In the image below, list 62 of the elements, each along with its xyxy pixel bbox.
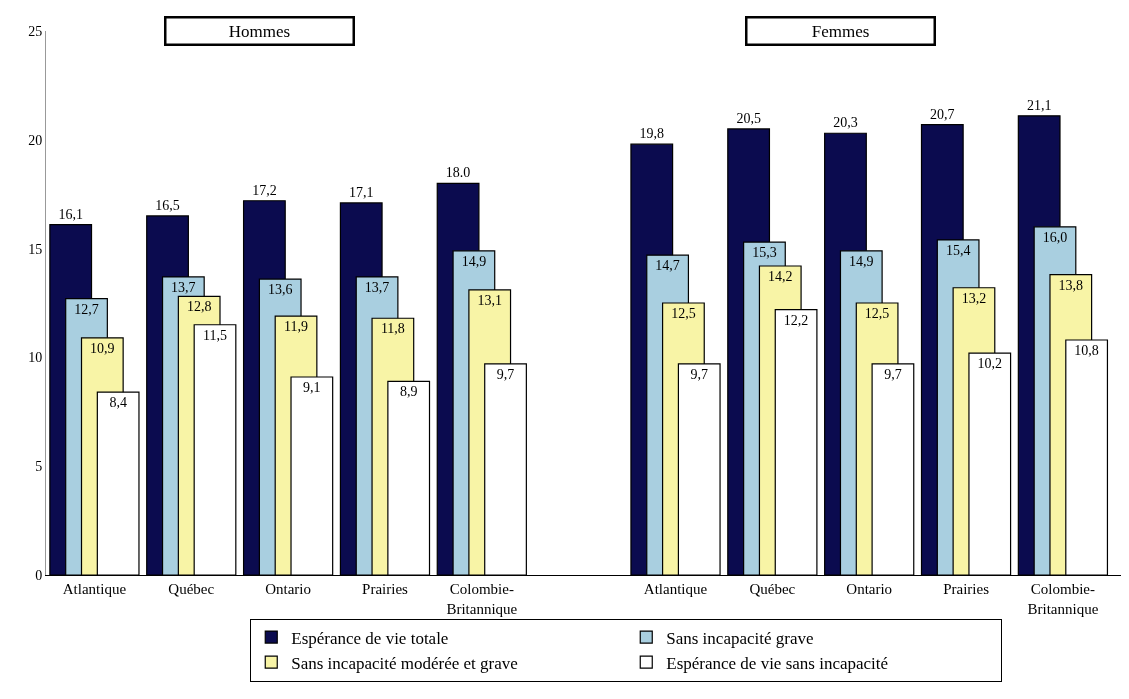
x-tick-label: Ontario — [846, 581, 893, 598]
data-label: 13,1 — [477, 292, 502, 308]
data-label: 13,8 — [1058, 277, 1084, 293]
x-tick-label: Ontario — [265, 581, 312, 598]
annotation: Femmes — [811, 21, 870, 41]
data-label: 9,7 — [496, 366, 515, 382]
data-label: 15,3 — [752, 245, 777, 261]
data-label: 17,2 — [252, 182, 277, 198]
data-label: 12,8 — [186, 299, 212, 315]
y-tick-label: 10 — [28, 350, 43, 366]
data-label: 9,1 — [303, 379, 321, 395]
data-label: 16,5 — [155, 197, 180, 213]
annotation: Hommes — [228, 21, 291, 41]
data-label: 17,1 — [348, 184, 374, 200]
data-label: 12,5 — [864, 306, 890, 321]
x-tick-label: Colombie- Britannique — [1027, 581, 1099, 617]
data-label: 12,5 — [671, 306, 696, 321]
x-tick-label: Prairies — [362, 581, 409, 598]
data-label: 16,1 — [58, 206, 83, 222]
data-label: 20,7 — [930, 106, 955, 122]
data-label: 13,7 — [171, 279, 196, 295]
data-label: 20,3 — [833, 115, 858, 131]
data-label: 10,8 — [1074, 342, 1099, 358]
data-label: 8,4 — [109, 395, 127, 411]
y-tick-label: 15 — [28, 241, 43, 257]
x-tick-label: Atlantique — [62, 581, 127, 598]
data-label: 13,6 — [267, 282, 293, 298]
data-label: 9,7 — [690, 366, 708, 382]
data-label: 15,4 — [945, 242, 971, 258]
x-tick-label: Québec — [749, 581, 796, 598]
data-label: 13,2 — [961, 290, 987, 306]
data-label: 11,8 — [380, 321, 405, 337]
data-label: 11,9 — [284, 319, 309, 335]
data-label: 18.0 — [445, 165, 471, 181]
legend-label: Sans incapacité grave — [666, 628, 814, 648]
data-label: 14,9 — [849, 253, 874, 269]
data-label: 16,0 — [1042, 229, 1068, 245]
data-label: 20,5 — [736, 110, 761, 126]
data-label: 13,7 — [364, 279, 390, 295]
data-label: 11,5 — [203, 327, 227, 343]
legend-label: Espérance de vie sans incapacité — [666, 653, 889, 673]
legend-label: Sans incapacité modérée et grave — [291, 653, 518, 673]
data-label: 10,9 — [90, 340, 115, 356]
y-tick-label: 0 — [35, 567, 43, 583]
y-tick-label: 25 — [28, 23, 43, 39]
data-label: 14,9 — [461, 253, 487, 269]
y-tick-label: 5 — [35, 459, 43, 475]
data-label: 8,9 — [399, 384, 418, 400]
legend-label: Espérance de vie totale — [291, 628, 449, 648]
data-label: 21,1 — [1026, 97, 1052, 113]
x-tick-label: Atlantique — [643, 581, 708, 598]
data-label: 19,8 — [639, 126, 665, 142]
x-tick-label: Québec — [168, 581, 215, 598]
data-label: 14,2 — [768, 269, 793, 285]
data-label: 9,7 — [884, 366, 902, 382]
y-tick-label: 20 — [28, 132, 43, 148]
data-label: 10,2 — [977, 356, 1003, 372]
data-label: 12,2 — [783, 312, 809, 328]
x-tick-label: Prairies — [943, 581, 990, 598]
data-label: 14,7 — [655, 258, 680, 274]
data-label: 12,7 — [74, 301, 99, 317]
x-tick-label: Colombie- Britannique — [446, 581, 518, 617]
